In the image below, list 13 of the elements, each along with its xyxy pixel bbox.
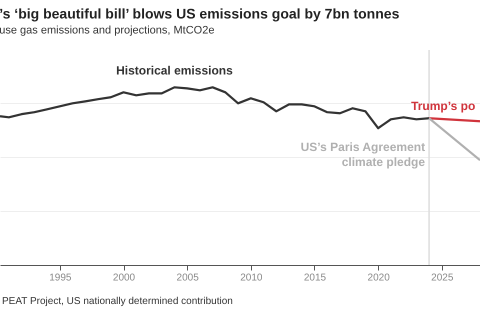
x-tick-label: 1995 xyxy=(49,272,72,284)
text: PEAT Project, US nationally determined contribution xyxy=(2,296,233,307)
x-tick-label: 2000 xyxy=(112,272,136,284)
chart-subtitle: use gas emissions and projections, MtCO2e xyxy=(0,24,214,36)
x-tick-label: 2005 xyxy=(176,272,200,284)
series-label: Historical emissions xyxy=(116,63,234,78)
series-label: US’s Paris Agreement climate pledge xyxy=(300,140,426,170)
x-tick-label: 2015 xyxy=(304,272,327,284)
x-tick-label: 2025 xyxy=(431,272,454,284)
series-label: Trump’s po xyxy=(411,99,476,114)
x-tick-label: 2020 xyxy=(368,272,390,284)
x-tick-label: 2010 xyxy=(240,272,263,284)
chart-title: ’s ‘big beautiful bill’ blows US emissions goal by 7bn tonnes xyxy=(0,5,400,22)
